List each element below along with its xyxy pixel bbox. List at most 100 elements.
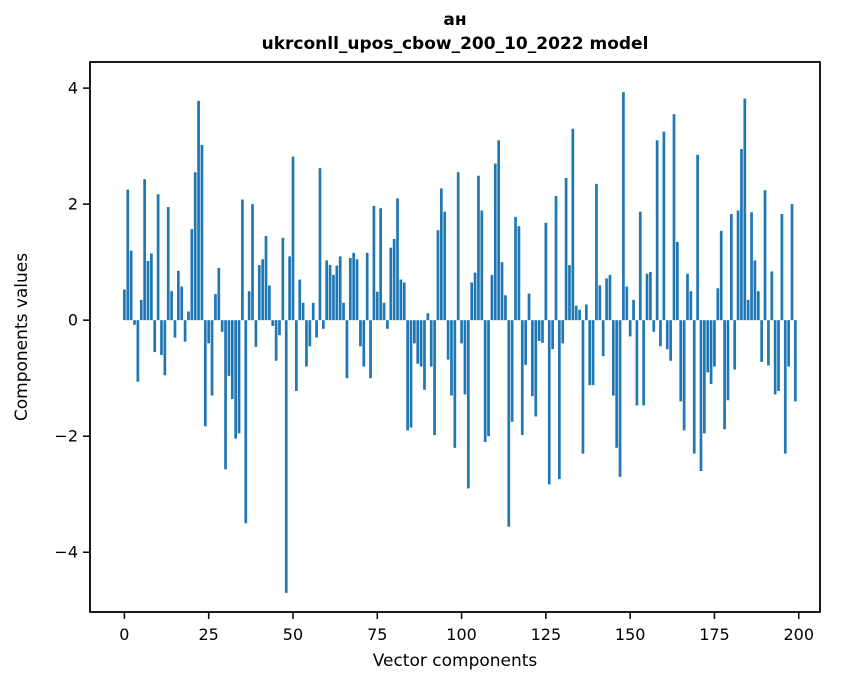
bar [473,272,477,321]
bar [413,320,416,344]
bar [463,320,467,395]
bar [561,320,565,344]
bar [470,282,474,321]
bar [362,320,366,367]
bar [716,288,720,321]
bar [150,253,153,321]
bar [247,291,251,321]
bar [783,320,787,454]
tick-label: 25 [199,625,219,644]
bar [574,305,578,321]
bar [436,230,440,321]
bar [126,189,130,321]
bar [753,260,757,321]
bar [723,320,726,430]
bar [214,294,217,321]
bar [264,236,268,321]
bar [453,320,457,448]
bar [608,274,612,321]
bar [483,320,487,443]
bar [568,265,571,321]
bar [352,252,356,321]
bar [527,293,531,321]
bar [234,320,238,439]
bar [611,320,615,396]
bar [726,320,730,401]
bar [288,256,291,321]
bar [487,320,490,437]
tick-label: 4 [68,79,78,98]
bar [649,272,652,321]
bar [581,320,585,454]
bar [682,320,686,431]
bar [456,172,460,321]
bar [665,320,669,350]
bar [443,211,447,321]
x-axis-label: Vector components [373,651,538,671]
bar [359,320,362,347]
bar [571,128,575,321]
bar [578,309,581,321]
bar [338,256,342,321]
plot-border [89,61,821,613]
bar [699,320,703,472]
bar [669,320,672,361]
bar [642,320,645,406]
bar [692,320,696,454]
chart-title-line2: ukrconll_upos_cbow_200_10_2022 model [262,34,649,54]
bar [254,320,258,347]
bar [531,320,534,397]
bar [365,252,369,321]
bar [679,320,683,402]
bar [547,320,551,485]
bar [193,172,197,321]
bar [703,320,706,434]
bar [203,320,207,427]
bar [345,320,349,379]
tick-label: 100 [446,625,477,644]
bar [308,320,312,347]
bar [372,205,376,321]
bar [497,140,501,321]
bar [746,299,750,321]
bar [419,320,423,367]
bar [200,144,204,321]
bar [615,320,619,448]
bar [733,320,737,370]
bar [490,274,494,321]
tick-label: 0 [119,625,129,644]
bar [217,267,221,321]
bar [541,320,544,343]
bar [230,320,234,400]
bars-group [123,92,797,593]
bar [510,320,514,422]
tick-label: 0 [68,311,78,330]
bar [271,320,275,326]
bar [143,179,146,321]
bar [396,198,399,321]
bar [406,320,409,431]
bar [588,320,592,386]
bar [237,320,241,434]
bar [595,183,598,321]
bar [517,226,521,321]
bar [544,222,548,321]
bar [261,259,264,321]
bar [480,210,484,321]
bar [423,320,426,390]
bar [187,311,190,321]
bar [659,320,662,347]
bar [635,320,639,406]
bar [655,140,659,321]
bar [298,279,302,321]
bar [318,168,322,321]
bar [493,163,497,321]
bar [176,270,180,321]
bar [709,320,713,384]
bar [719,230,723,321]
bar [241,199,244,321]
bar [389,247,393,321]
bar [632,299,635,321]
bar [514,216,517,321]
